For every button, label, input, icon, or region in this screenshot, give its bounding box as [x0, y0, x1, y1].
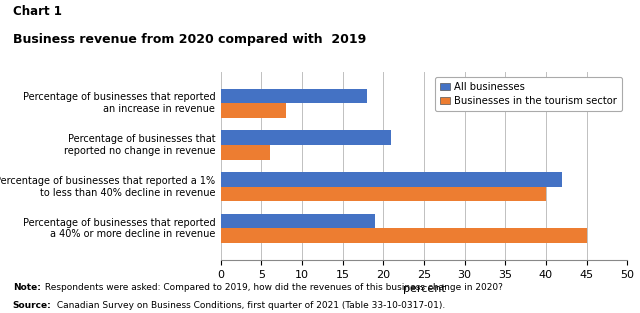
- Legend: All businesses, Businesses in the tourism sector: All businesses, Businesses in the touris…: [435, 77, 622, 111]
- Bar: [221, 214, 375, 228]
- Text: Note:: Note:: [13, 283, 41, 292]
- Text: Respondents were asked: Compared to 2019, how did the revenues of this business : Respondents were asked: Compared to 2019…: [42, 283, 502, 292]
- Text: Business revenue from 2020 compared with  2019: Business revenue from 2020 compared with…: [13, 33, 366, 46]
- Text: Source:: Source:: [13, 301, 52, 310]
- Bar: [221, 131, 392, 145]
- Bar: [221, 89, 367, 103]
- Bar: [221, 172, 562, 187]
- Text: Chart 1: Chart 1: [13, 5, 61, 18]
- Bar: [221, 145, 269, 160]
- Bar: [221, 187, 546, 201]
- Bar: [221, 228, 587, 243]
- Text: Canadian Survey on Business Conditions, first quarter of 2021 (Table 33-10-0317-: Canadian Survey on Business Conditions, …: [54, 301, 445, 310]
- X-axis label: percent: percent: [403, 284, 445, 294]
- Bar: [221, 103, 286, 118]
